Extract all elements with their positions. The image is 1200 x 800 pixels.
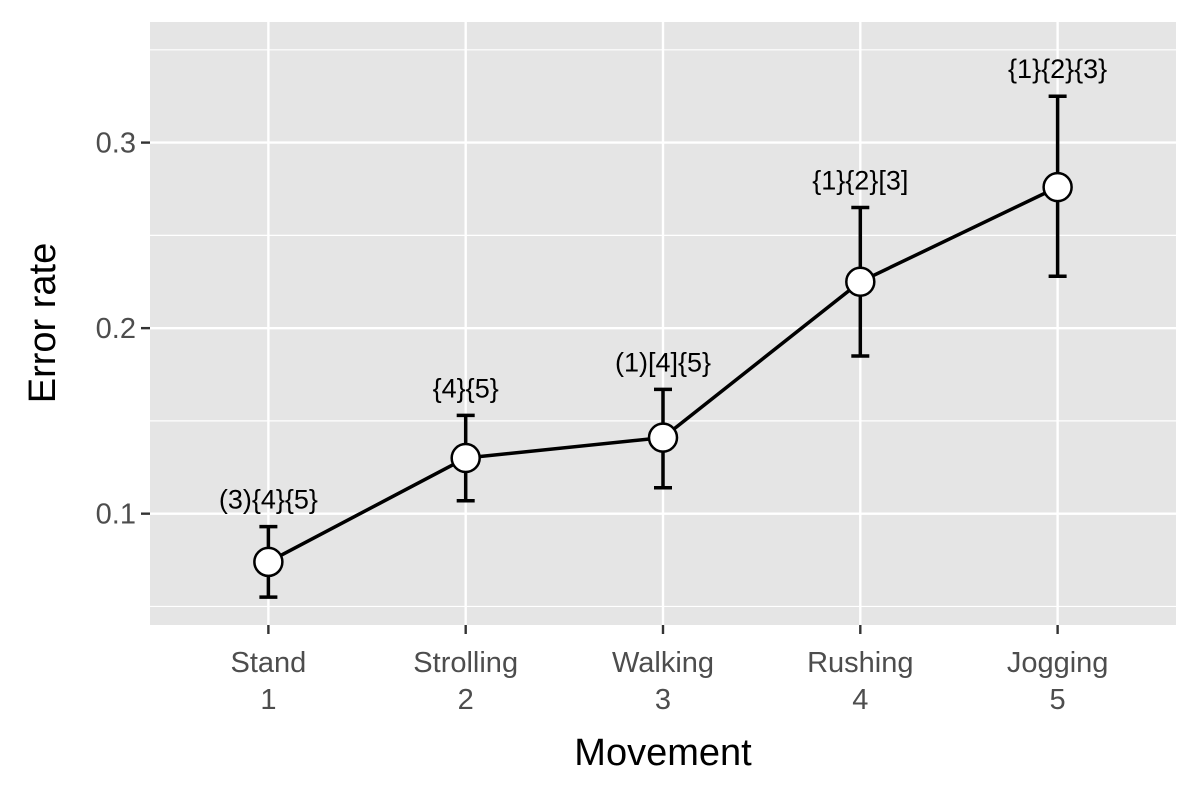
y-tick-label: 0.1 (96, 499, 136, 531)
data-point (845, 266, 876, 298)
data-point (253, 546, 284, 578)
x-axis: Stand 1 Strolling 2 Walking 3 Rushing 4 Jogging 5 (230, 625, 1108, 716)
y-axis: 0.1 0.2 0.3 (96, 128, 150, 531)
significance-annotation: {4}{5} (433, 373, 499, 403)
x-tick-label-index: 5 (1050, 684, 1066, 716)
significance-annotation: (1)[4]{5} (615, 347, 711, 377)
y-tick-label: 0.2 (96, 313, 136, 345)
y-tick-label: 0.3 (96, 128, 136, 160)
significance-annotation: {1}{2}{3} (1008, 54, 1107, 84)
annotation-layer: (3){4}{5} {4}{5} (1)[4]{5} {1}{2}[3] {1}{2}{… (219, 54, 1107, 514)
x-tick-label-name: Stand (230, 647, 306, 679)
x-tick-label-index: 4 (852, 684, 868, 716)
x-tick-label-name: Strolling (413, 647, 518, 679)
significance-annotation: (3){4}{5} (219, 485, 318, 515)
x-tick-label-index: 2 (458, 684, 474, 716)
y-axis-title: Error rate (22, 243, 64, 403)
x-tick-label-index: 1 (260, 684, 276, 716)
data-point (647, 422, 679, 453)
x-tick-label-name: Walking (612, 647, 714, 679)
significance-annotation: {1}{2}[3] (812, 166, 908, 196)
x-tick-label-name: Jogging (1007, 647, 1109, 679)
series-layer (253, 94, 1073, 599)
x-tick-label-name: Rushing (807, 647, 913, 679)
data-point (450, 442, 481, 474)
x-tick-label-index: 3 (655, 684, 671, 716)
x-axis-title: Movement (574, 732, 752, 774)
data-point (1042, 171, 1073, 203)
